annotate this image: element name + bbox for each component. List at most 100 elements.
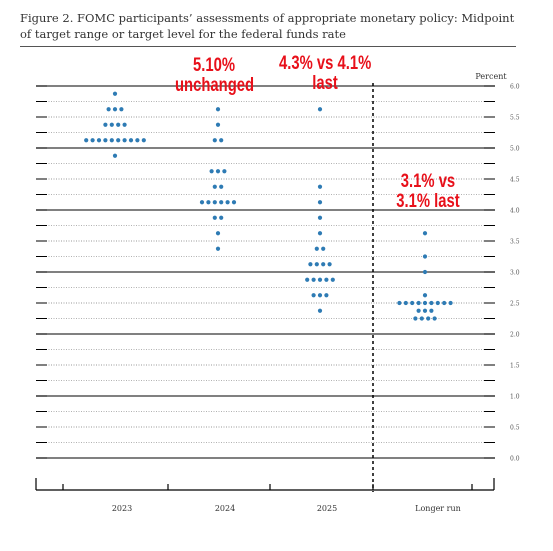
dot-2023 (135, 138, 140, 143)
dot-2025 (317, 277, 323, 282)
grid-lines (36, 85, 495, 459)
dot-2024 (219, 215, 224, 220)
dot-longer-run (410, 300, 415, 306)
annotation-2025: 4.3% vs 4.1% last (278, 53, 372, 94)
annotation-2023: 5.10% unchanged (175, 55, 255, 96)
dot-2025 (308, 262, 313, 267)
dot-longer-run (422, 269, 428, 275)
dot-2023 (122, 122, 127, 127)
dot-2024 (206, 200, 211, 205)
dot-2023 (116, 122, 121, 127)
y-tick-label: 4.0 (510, 208, 520, 215)
dot-2024 (219, 138, 224, 143)
dot-2025 (314, 246, 319, 251)
dot-2024 (212, 215, 217, 220)
dot-longer-run (435, 300, 440, 306)
dot-2023 (96, 138, 102, 143)
dot-2023 (112, 153, 118, 158)
dot-2024 (231, 200, 237, 205)
y-tick-label: 0.5 (510, 425, 520, 432)
y-tick-label: 2.0 (510, 332, 520, 339)
dot-2025 (317, 184, 323, 189)
dot-2023 (119, 107, 124, 112)
y-tick-label: 3.5 (510, 239, 520, 246)
dot-longer-run (413, 316, 418, 321)
dot-longer-run (397, 300, 402, 306)
dot-2024 (219, 200, 224, 205)
dot-longer-run (422, 293, 428, 298)
y-tick-label: 5.0 (510, 146, 520, 153)
dot-2023 (103, 138, 108, 143)
figure-caption: Figure 2. FOMC participants’ assessments… (20, 11, 515, 41)
dot-2024 (215, 107, 221, 112)
dot-2024 (215, 246, 221, 251)
dot-2023 (128, 138, 134, 143)
dot-longer-run (419, 316, 424, 321)
y-tick-label: 4.5 (510, 177, 520, 184)
dot-2025 (311, 277, 316, 282)
x-tick-label: Longer run (415, 504, 461, 513)
dot-2023 (141, 138, 146, 143)
dot-longer-run (429, 300, 434, 306)
dot-2024 (225, 200, 230, 205)
dot-2023 (112, 91, 118, 96)
dot-2023 (84, 138, 89, 143)
y-tick-label: 0.0 (510, 456, 520, 463)
dot-2025 (317, 293, 323, 298)
x-tick-labels: 2023 2024 2025 Longer run (112, 504, 461, 513)
dot-2023 (106, 107, 111, 112)
dot-2024 (215, 169, 221, 174)
y-tick-label: 5.5 (510, 115, 520, 122)
y-tick-label: 1.0 (510, 394, 520, 401)
dot-longer-run (442, 300, 447, 306)
dot-2025 (317, 107, 323, 112)
dot-longer-run (403, 300, 408, 306)
dot-2025 (317, 231, 323, 236)
dot-longer-run (426, 316, 431, 321)
dot-2024 (219, 184, 224, 189)
y-tick-label: 2.5 (510, 301, 520, 308)
dot-longer-run (422, 300, 428, 306)
dot-2023 (109, 138, 114, 143)
x-axis (35, 478, 495, 491)
y-tick-label: 1.5 (510, 363, 520, 370)
dot-longer-run (416, 300, 421, 306)
dot-2024 (209, 169, 214, 174)
dot-series (84, 91, 453, 321)
dot-longer-run (422, 308, 428, 313)
dot-2025 (305, 277, 310, 282)
dot-longer-run (448, 300, 453, 306)
caption-rule (20, 46, 516, 47)
dot-longer-run (422, 254, 428, 259)
dot-2025 (317, 308, 323, 313)
x-tick-label: 2024 (215, 504, 235, 513)
dot-2024 (199, 200, 205, 205)
y-tick-label: 3.0 (510, 270, 520, 277)
dot-2024 (212, 138, 217, 143)
dot-2024 (215, 231, 221, 236)
dot-2023 (112, 107, 118, 112)
dot-longer-run (422, 231, 428, 236)
y-tick-labels: 6.0 5.5 5.0 4.5 4.0 3.5 3.0 2.5 2.0 1.5 1.0 0.5 0.0 (510, 84, 520, 463)
dot-2025 (324, 293, 329, 298)
dot-2023 (90, 138, 95, 143)
dot-longer-run (432, 316, 437, 321)
dot-2025 (327, 262, 332, 267)
dot-2024 (212, 200, 217, 205)
dot-2025 (314, 262, 319, 267)
dot-2023 (109, 122, 114, 127)
x-tick-label: 2025 (317, 504, 337, 513)
dot-2025 (317, 200, 323, 205)
dot-2025 (311, 293, 316, 298)
dot-2023 (116, 138, 121, 143)
dot-longer-run (416, 308, 421, 313)
y-tick-label: 6.0 (510, 84, 520, 91)
dot-2024 (215, 122, 221, 127)
dot-2025 (321, 246, 326, 251)
dot-longer-run (429, 308, 434, 313)
dot-2025 (330, 277, 335, 282)
dot-2025 (324, 277, 329, 282)
annotation-longer-run: 3.1% vs 3.1% last (396, 171, 460, 212)
dot-2025 (321, 262, 326, 267)
